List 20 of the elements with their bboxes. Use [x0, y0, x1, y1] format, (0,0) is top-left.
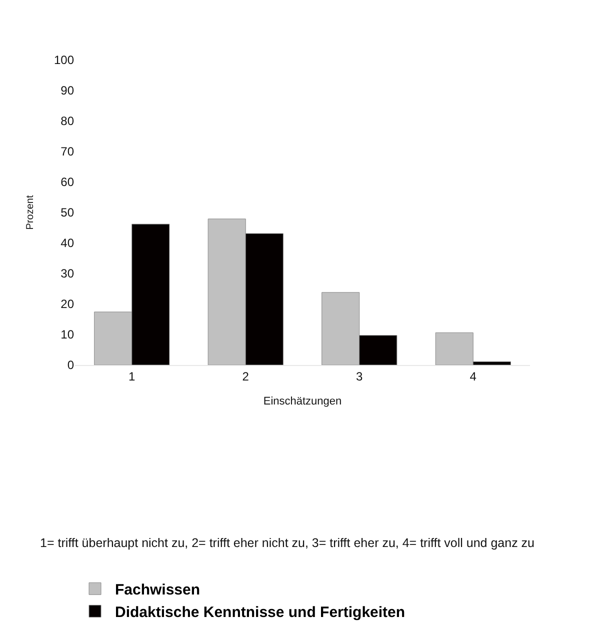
legend-label: Didaktische Kenntnisse und Fertigkeiten	[115, 604, 406, 621]
text: 1= trifft überhaupt nicht zu, 2= trifft eher nicht zu, 3= trifft eher zu, 4= trifft voll und ganz zu	[39, 535, 536, 552]
y-tick-label: 70	[60, 144, 74, 159]
y-tick-label: 80	[60, 114, 74, 128]
x-tick-label: 4	[470, 369, 477, 384]
y-tick-label: 30	[60, 266, 74, 281]
y-tick-label: 90	[60, 84, 74, 98]
y-tick-label: 100	[54, 53, 74, 68]
y-tick-label: 0	[67, 358, 74, 372]
x-tick-label: 3	[356, 369, 364, 384]
x-axis-title: Einschätzungen	[263, 396, 342, 408]
x-tick-label: 1	[128, 369, 136, 384]
y-tick-label: 50	[60, 206, 74, 220]
y-tick-label: 20	[60, 297, 74, 312]
y-axis-title: Prozent	[24, 195, 36, 230]
y-tick-label: 40	[60, 236, 74, 250]
legend-label: Fachwissen	[115, 582, 200, 598]
y-tick-label: 60	[60, 175, 74, 190]
x-tick-label: 2	[242, 369, 250, 384]
y-tick-label: 10	[60, 328, 74, 342]
